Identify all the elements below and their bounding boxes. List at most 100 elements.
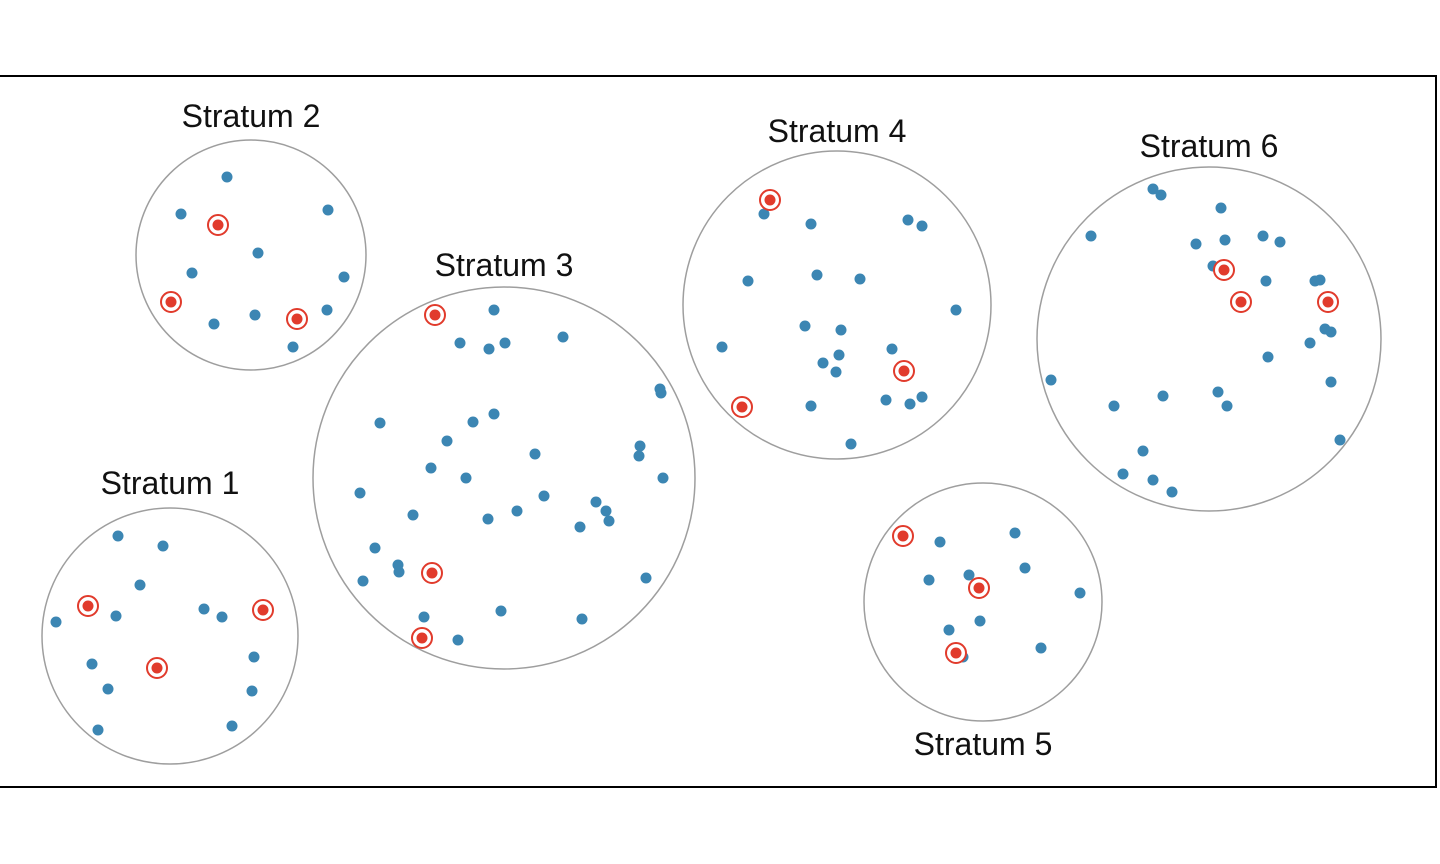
population-point: [495, 605, 507, 617]
population-point: [590, 496, 602, 508]
population-point: [799, 320, 811, 332]
population-point: [811, 269, 823, 281]
stratum-4-points: [716, 189, 962, 450]
population-point: [110, 610, 122, 622]
sampled-point: [77, 595, 99, 617]
population-point: [322, 204, 334, 216]
population-point: [198, 603, 210, 615]
population-point: [817, 357, 829, 369]
population-point: [603, 515, 615, 527]
population-point: [950, 304, 962, 316]
population-point: [1262, 351, 1274, 363]
population-point: [1166, 486, 1178, 498]
population-point: [511, 505, 523, 517]
sampled-point: [731, 396, 753, 418]
population-point: [441, 435, 453, 447]
sampled-point: [160, 291, 182, 313]
population-point: [830, 366, 842, 378]
population-point: [833, 349, 845, 361]
population-point: [454, 337, 466, 349]
sampled-point-dot: [165, 296, 177, 308]
population-point: [1009, 527, 1021, 539]
population-point: [216, 611, 228, 623]
population-point: [252, 247, 264, 259]
stratum-3-points: [354, 304, 669, 649]
population-point: [1221, 400, 1233, 412]
population-point: [600, 505, 612, 517]
population-point: [1085, 230, 1097, 242]
population-point: [460, 472, 472, 484]
sampled-point: [759, 189, 781, 211]
population-point: [557, 331, 569, 343]
population-point: [1325, 326, 1337, 338]
sampled-point: [286, 308, 308, 330]
sampled-point-dot: [426, 567, 438, 579]
population-point: [742, 275, 754, 287]
population-point: [407, 509, 419, 521]
sampled-point: [411, 627, 433, 649]
population-point: [758, 208, 770, 220]
population-point: [1157, 390, 1169, 402]
sampled-point: [945, 642, 967, 664]
population-point: [452, 634, 464, 646]
population-point: [657, 472, 669, 484]
population-point: [418, 611, 430, 623]
stratum-6-boundary: [1036, 166, 1382, 512]
population-point: [923, 574, 935, 586]
stratum-5: Stratum 5: [863, 482, 1103, 762]
population-point: [102, 683, 114, 695]
population-point: [425, 462, 437, 474]
population-point: [716, 341, 728, 353]
population-point: [805, 400, 817, 412]
population-point: [483, 343, 495, 355]
population-point: [1260, 275, 1272, 287]
population-point: [574, 521, 586, 533]
population-point: [1035, 642, 1047, 654]
stratum-3: Stratum 3: [312, 247, 696, 670]
population-point: [186, 267, 198, 279]
population-point: [157, 540, 169, 552]
stratum-1-label: Stratum 1: [101, 465, 240, 501]
stratum-5-boundary: [863, 482, 1103, 722]
population-point: [886, 343, 898, 355]
sampled-point-dot: [898, 365, 910, 377]
sampled-point: [146, 657, 168, 679]
stratum-3-label: Stratum 3: [435, 247, 574, 283]
sampled-point: [1230, 291, 1252, 313]
population-point: [880, 394, 892, 406]
sampled-point-dot: [1218, 264, 1230, 276]
sampled-point: [1317, 291, 1339, 313]
population-point: [221, 171, 233, 183]
population-point: [963, 569, 975, 581]
population-point: [1325, 376, 1337, 388]
population-point: [338, 271, 350, 283]
population-point: [1314, 274, 1326, 286]
stratum-6-points: [1045, 183, 1346, 498]
sampled-point-dot: [151, 662, 163, 674]
stratum-2-boundary: [135, 139, 367, 371]
population-point: [1147, 183, 1159, 195]
population-point: [943, 624, 955, 636]
population-point: [916, 391, 928, 403]
sampled-point-dot: [257, 604, 269, 616]
population-point: [287, 341, 299, 353]
population-point: [1219, 234, 1231, 246]
population-point: [354, 487, 366, 499]
population-point: [655, 387, 667, 399]
population-point: [488, 304, 500, 316]
sampled-point-dot: [950, 647, 962, 659]
sampled-point: [968, 577, 990, 599]
population-point: [393, 566, 405, 578]
sampled-point-dot: [1235, 296, 1247, 308]
population-point: [934, 536, 946, 548]
population-point: [134, 579, 146, 591]
population-point: [357, 575, 369, 587]
stratum-4-boundary: [682, 150, 992, 460]
population-point: [249, 309, 261, 321]
diagram-frame: [0, 75, 1437, 788]
stratum-6-label: Stratum 6: [1140, 128, 1279, 164]
population-point: [576, 613, 588, 625]
population-point: [226, 720, 238, 732]
population-point: [805, 218, 817, 230]
